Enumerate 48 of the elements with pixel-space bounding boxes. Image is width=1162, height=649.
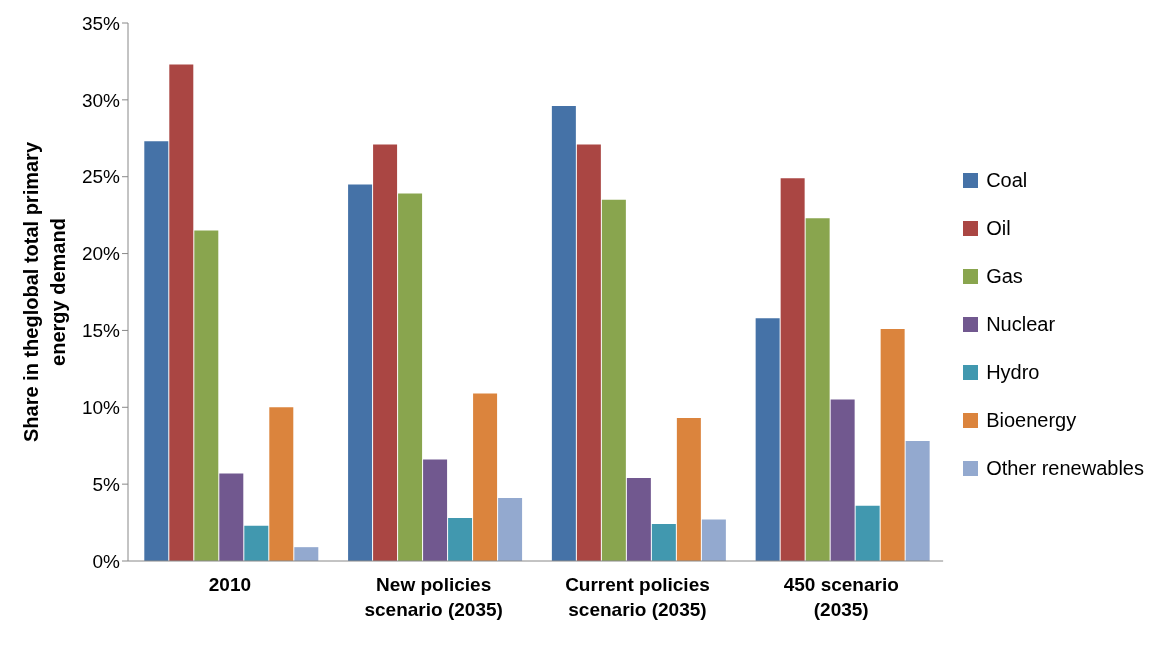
bar <box>373 144 398 561</box>
x-tick-label: Current policies scenario (2035) <box>565 574 710 620</box>
y-axis-title: Share in theglobal total primary energy demand <box>20 141 69 443</box>
bar <box>498 497 523 561</box>
bar <box>651 524 676 561</box>
bar <box>805 218 830 561</box>
bar <box>294 547 319 561</box>
bar <box>219 473 244 561</box>
legend-label: Nuclear <box>986 313 1056 336</box>
y-tick-label: 10% <box>81 397 121 419</box>
bar <box>780 178 805 561</box>
y-tick-label: 20% <box>81 243 121 265</box>
y-tick-label: 25% <box>81 166 121 188</box>
bar <box>626 477 651 561</box>
bar <box>398 193 423 561</box>
bar <box>576 144 601 561</box>
x-tick-label: New policies scenario (2035) <box>364 574 503 620</box>
bar <box>701 519 726 561</box>
y-tick-label: 15% <box>81 320 121 342</box>
bar <box>755 318 780 561</box>
bar <box>194 230 219 561</box>
bar <box>676 418 701 561</box>
bar <box>269 407 294 561</box>
bar <box>601 199 626 561</box>
legend-label: Hydro <box>986 361 1040 384</box>
bar <box>144 141 169 561</box>
y-tick-label: 35% <box>81 12 121 34</box>
bar <box>169 64 194 561</box>
bar <box>473 393 498 561</box>
legend-label: Other renewables <box>986 457 1144 480</box>
bar <box>348 184 373 561</box>
legend-label: Gas <box>986 265 1023 288</box>
legend-label: Oil <box>986 217 1011 240</box>
bar <box>880 328 905 561</box>
y-tick-label: 5% <box>92 473 121 495</box>
bar <box>551 106 576 561</box>
bar <box>244 525 269 561</box>
bar <box>905 441 930 561</box>
y-tick-label: 30% <box>81 89 121 111</box>
legend-label: Bioenergy <box>986 409 1077 432</box>
bar <box>830 399 855 561</box>
x-tick-label: 2010 <box>208 574 252 595</box>
bar <box>855 505 880 561</box>
legend-label: Coal <box>986 169 1028 192</box>
bar <box>423 459 448 561</box>
bar <box>448 517 473 561</box>
y-tick-label: 0% <box>92 550 121 572</box>
x-tick-label: 450 scenario (2035) <box>783 574 899 620</box>
